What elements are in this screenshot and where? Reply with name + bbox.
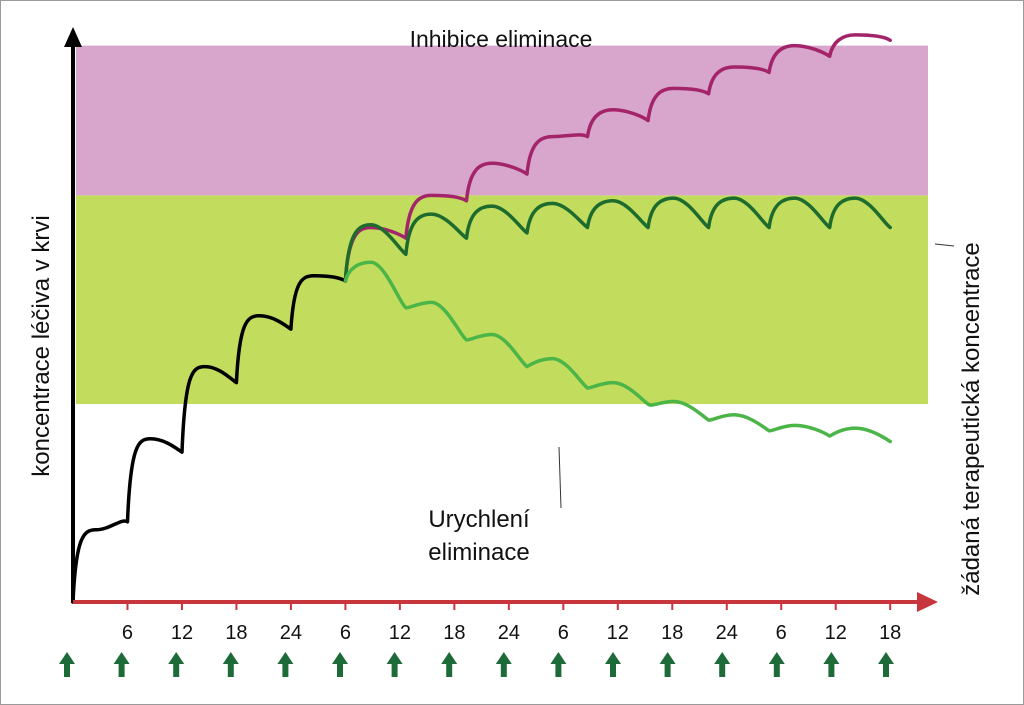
dose-arrow-icon <box>113 652 130 677</box>
x-axis-ticks: 6 12 18 24 6 12 18 24 6 12 18 24 6 12 18 <box>122 602 901 644</box>
y-axis-arrowhead <box>64 27 82 47</box>
dose-arrow-icon <box>878 652 894 677</box>
x-axis-arrowhead <box>917 592 938 612</box>
dose-arrow-icon <box>222 652 239 677</box>
right-label-leader <box>934 243 955 247</box>
inhibited-concentration-curve <box>343 33 892 283</box>
inhibition-zone <box>76 45 928 196</box>
annotation-leader <box>558 446 562 509</box>
x-tick-label: 12 <box>607 622 629 644</box>
x-tick-label: 12 <box>389 622 411 644</box>
x-tick-label: 6 <box>340 622 351 644</box>
x-tick-label: 6 <box>558 622 569 644</box>
dose-arrows <box>59 652 894 677</box>
dose-arrow-icon <box>823 652 840 677</box>
dose-arrow-icon <box>168 652 185 677</box>
normal-concentration-curve <box>343 196 892 283</box>
dose-arrow-icon <box>495 652 512 677</box>
base-concentration-curve <box>71 273 348 604</box>
accelerated-elimination-label: Urychlení eliminace <box>428 506 530 566</box>
dose-arrow-icon <box>386 652 403 677</box>
x-tick-label: 6 <box>122 622 133 644</box>
x-tick-label: 12 <box>171 622 193 644</box>
dose-arrow-icon <box>441 652 458 677</box>
dose-arrow-icon <box>59 652 75 677</box>
dose-arrow-icon <box>277 652 294 677</box>
diagram-title: Inhibice eliminace <box>410 26 593 52</box>
right-zone-label: žádaná terapeutická koncentrace <box>958 242 985 596</box>
x-tick-label: 18 <box>879 622 901 644</box>
annotation-line: Urychlení <box>428 506 530 533</box>
dose-arrow-icon <box>659 652 676 677</box>
x-tick-label: 24 <box>498 622 520 644</box>
dose-arrow-icon <box>332 652 348 677</box>
dose-arrow-icon <box>714 652 731 677</box>
dose-arrow-icon <box>768 652 785 677</box>
x-tick-label: 6 <box>776 622 787 644</box>
x-tick-label: 24 <box>716 622 738 644</box>
accelerated-concentration-curve <box>343 260 892 444</box>
x-tick-label: 12 <box>825 622 847 644</box>
x-tick-label: 18 <box>225 622 247 644</box>
x-tick-label: 24 <box>280 622 302 644</box>
dose-arrow-icon <box>605 652 621 677</box>
concentration-curves <box>71 33 892 604</box>
x-tick-label: 18 <box>661 622 683 644</box>
y-axis-label: koncentrace léčiva v krvi <box>28 215 55 476</box>
annotation-line: eliminace <box>428 539 529 566</box>
x-tick-label: 18 <box>443 622 465 644</box>
therapeutic-zone <box>76 195 928 405</box>
dose-arrow-icon <box>550 652 567 677</box>
